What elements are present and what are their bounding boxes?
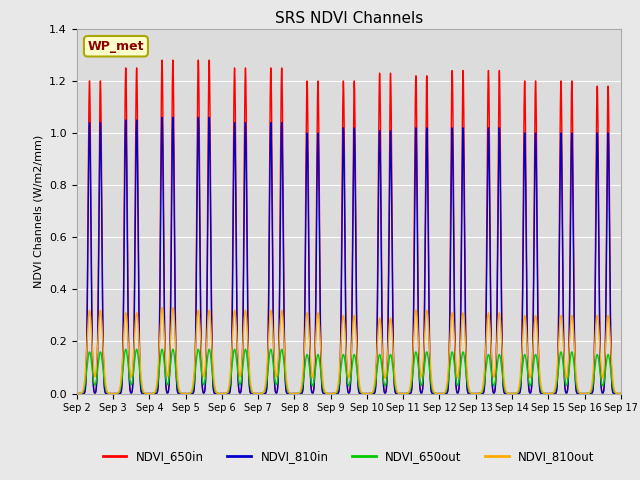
Text: WP_met: WP_met [88,40,144,53]
Y-axis label: NDVI Channels (W/m2/mm): NDVI Channels (W/m2/mm) [34,134,44,288]
Legend: NDVI_650in, NDVI_810in, NDVI_650out, NDVI_810out: NDVI_650in, NDVI_810in, NDVI_650out, NDV… [98,445,600,468]
Title: SRS NDVI Channels: SRS NDVI Channels [275,11,423,26]
